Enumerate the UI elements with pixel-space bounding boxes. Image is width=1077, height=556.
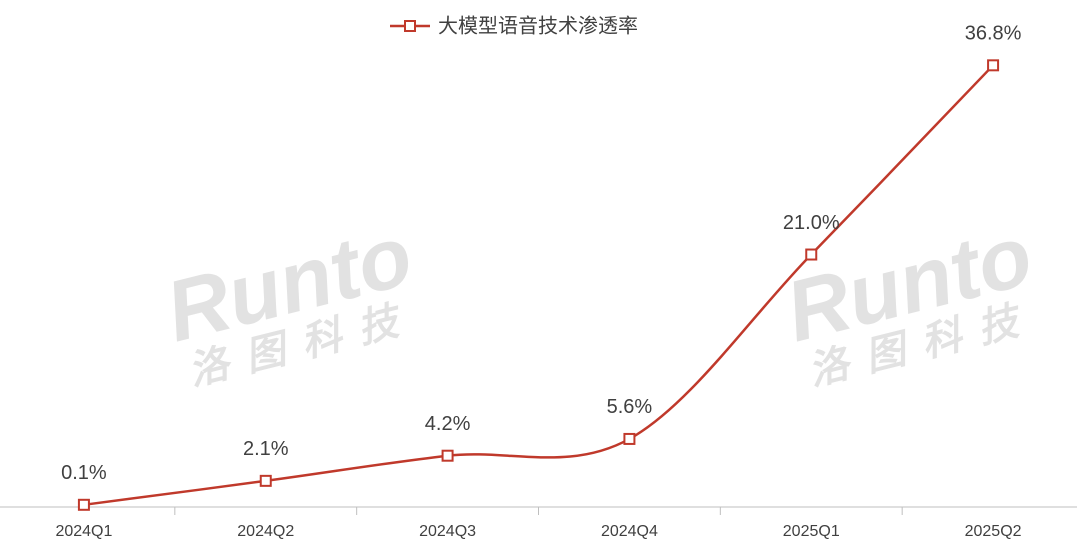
- x-tick-label: 2024Q1: [55, 523, 112, 540]
- legend: 大模型语音技术渗透率: [390, 14, 638, 37]
- legend-marker: [404, 20, 416, 32]
- x-tick-label: 2025Q2: [965, 523, 1022, 540]
- marker: [441, 449, 454, 462]
- marker: [259, 474, 272, 487]
- data-label: 4.2%: [425, 413, 471, 435]
- x-tick-label: 2024Q4: [601, 523, 658, 540]
- data-label: 0.1%: [61, 462, 107, 484]
- x-tick-label: 2024Q3: [419, 523, 476, 540]
- marker: [987, 59, 1000, 72]
- marker: [77, 498, 90, 511]
- marker: [623, 432, 636, 445]
- data-label: 36.8%: [965, 23, 1022, 45]
- data-label: 2.1%: [243, 438, 289, 460]
- data-label: 5.6%: [607, 396, 653, 418]
- data-label: 21.0%: [783, 212, 840, 234]
- marker: [805, 248, 818, 261]
- legend-label: 大模型语音技术渗透率: [438, 14, 638, 37]
- watermark: Runto 洛图科技 Runto 洛图科技: [157, 207, 1041, 394]
- x-tick-label: 2024Q2: [237, 523, 294, 540]
- x-tick-label: 2025Q1: [783, 523, 840, 540]
- line: [83, 64, 994, 507]
